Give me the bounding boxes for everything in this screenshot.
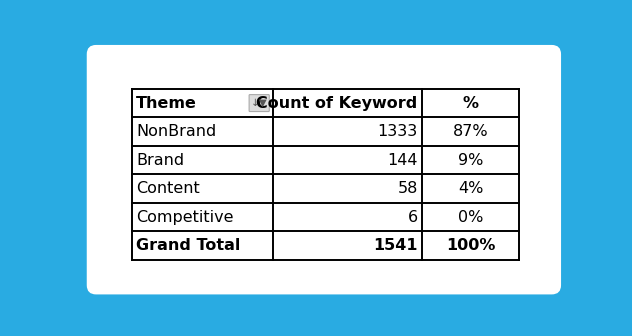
Text: Content: Content bbox=[137, 181, 200, 196]
Text: 9%: 9% bbox=[458, 153, 483, 168]
Text: 6: 6 bbox=[408, 210, 418, 224]
Text: %: % bbox=[463, 95, 479, 111]
Text: Grand Total: Grand Total bbox=[137, 238, 241, 253]
FancyBboxPatch shape bbox=[87, 45, 561, 294]
Text: 4%: 4% bbox=[458, 181, 483, 196]
Text: 144: 144 bbox=[387, 153, 418, 168]
Text: 1333: 1333 bbox=[377, 124, 418, 139]
Text: Theme: Theme bbox=[137, 95, 197, 111]
Text: Brand: Brand bbox=[137, 153, 185, 168]
Text: ↓▼: ↓▼ bbox=[251, 98, 267, 108]
Text: 0%: 0% bbox=[458, 210, 483, 224]
Text: NonBrand: NonBrand bbox=[137, 124, 217, 139]
Text: 1541: 1541 bbox=[373, 238, 418, 253]
Text: 87%: 87% bbox=[453, 124, 489, 139]
Text: Count of Keyword: Count of Keyword bbox=[257, 95, 418, 111]
Text: 58: 58 bbox=[398, 181, 418, 196]
Text: Competitive: Competitive bbox=[137, 210, 234, 224]
FancyBboxPatch shape bbox=[249, 95, 269, 112]
Text: 100%: 100% bbox=[446, 238, 495, 253]
